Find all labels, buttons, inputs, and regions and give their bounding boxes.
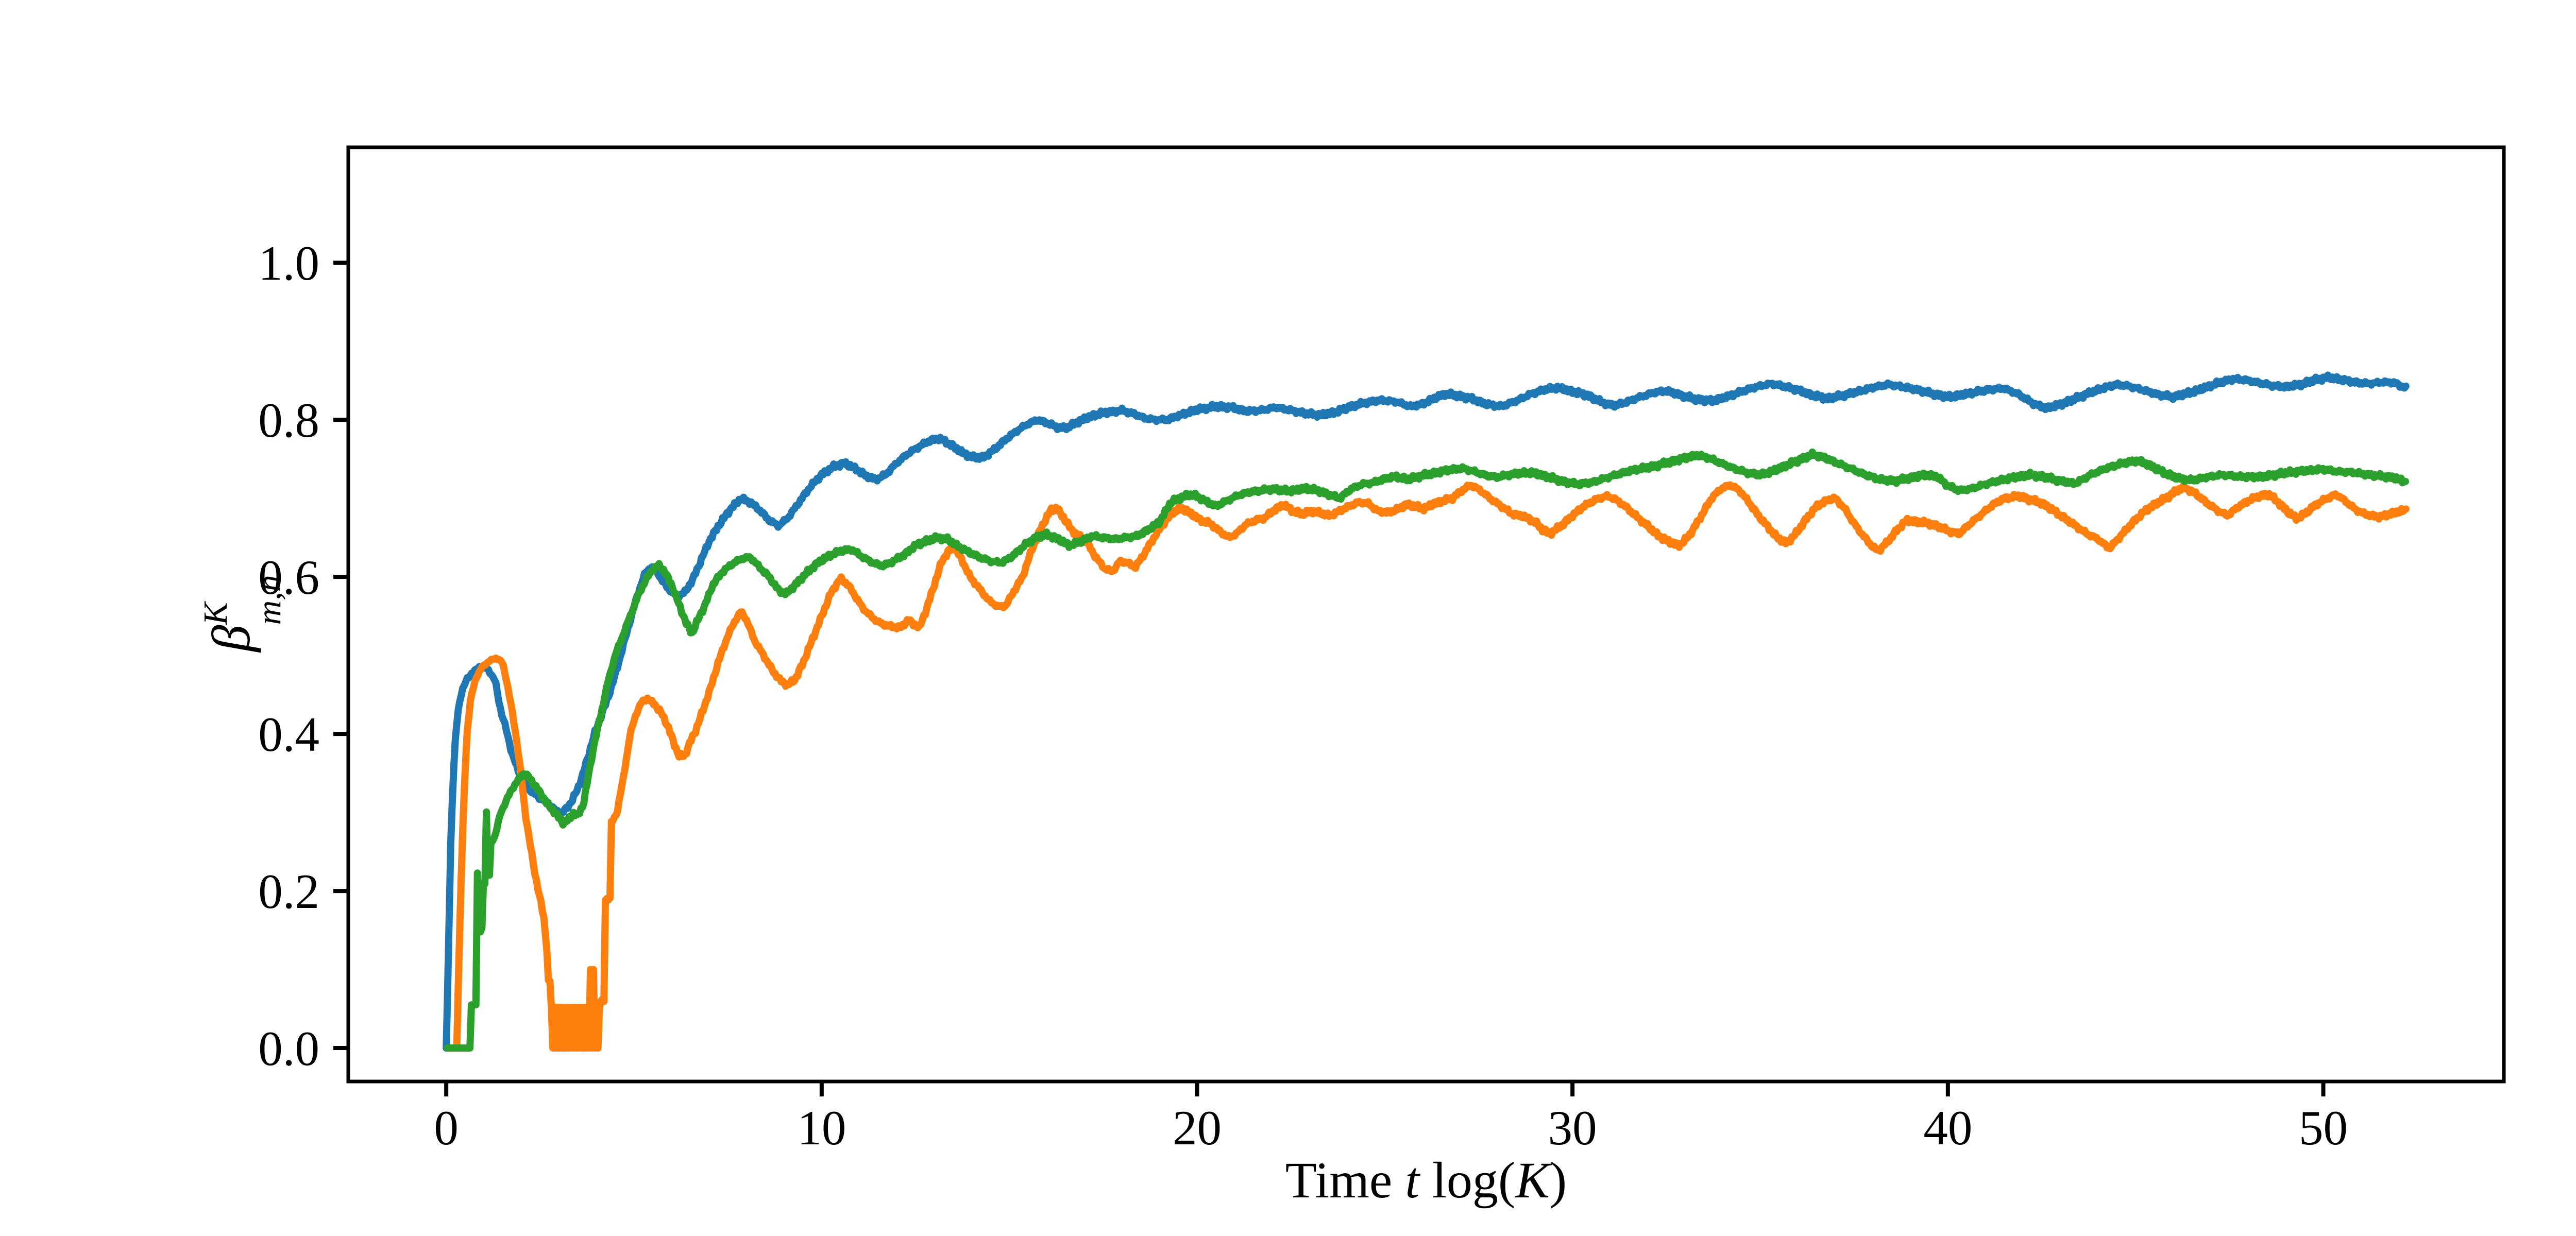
x-axis-tick-label: 0	[434, 1101, 459, 1155]
y-axis-tick-label: 0.0	[258, 1021, 319, 1076]
series-green-line	[444, 448, 2410, 1052]
x-axis-label: Time t log(K)	[1285, 1152, 1567, 1209]
y-axis-tick-label: 0.8	[258, 393, 319, 448]
y-axis-tick-label: 0.2	[258, 864, 319, 919]
x-axis-tick-label: 20	[1173, 1101, 1222, 1155]
x-axis-tick-label: 50	[2299, 1101, 2348, 1155]
x-axis-tick-label: 40	[1923, 1101, 1972, 1155]
y-axis-tick-label: 1.0	[258, 236, 319, 290]
y-axis-tick-label: 0.6	[258, 550, 319, 605]
series-blue-line	[443, 371, 2410, 1052]
x-axis-tick-label: 10	[797, 1101, 846, 1155]
y-axis-label: βK m,n	[197, 575, 288, 653]
series-orange-line	[453, 481, 2410, 1052]
x-axis-tick-label: 30	[1548, 1101, 1597, 1155]
y-axis-tick-label: 0.4	[258, 707, 319, 762]
plot-border	[346, 145, 2506, 1084]
